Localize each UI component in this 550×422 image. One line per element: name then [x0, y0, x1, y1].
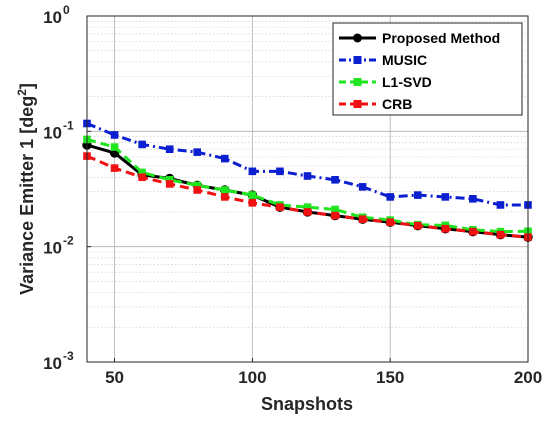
y-axis-label-superscript: 2 — [15, 89, 29, 96]
data-point — [138, 140, 146, 149]
y-tick-label-exponent: -3 — [63, 349, 74, 363]
x-tick-label: 200 — [514, 368, 542, 387]
y-axis-label-main: Variance Emitter 1 [deg — [17, 96, 37, 295]
y-axis-label: Variance Emitter 1 [deg2] — [15, 83, 37, 295]
data-point — [469, 227, 477, 236]
x-axis-ticks: 50 100 150 200 — [105, 358, 542, 387]
data-point — [221, 193, 229, 201]
data-point — [193, 186, 202, 194]
data-point — [221, 186, 229, 194]
y-tick-label: 10 — [43, 354, 62, 373]
data-point — [386, 218, 394, 226]
legend-label: L1-SVD — [382, 74, 432, 90]
data-point — [386, 193, 394, 201]
data-point — [331, 175, 339, 184]
y-tick-label-exponent: 0 — [63, 3, 70, 17]
data-point — [193, 148, 202, 156]
y-tick-label-base: 10 — [43, 239, 62, 258]
y-tick-label: 10 — [43, 239, 62, 258]
y-tick-label-base: 10 — [43, 123, 62, 142]
data-point — [413, 191, 422, 199]
y-tick-label-base: 10 — [43, 354, 62, 373]
data-point — [110, 131, 119, 139]
legend-marker — [353, 33, 362, 43]
legend-entry: L1-SVD — [339, 74, 432, 90]
data-point — [413, 221, 422, 230]
y-tick-label-base: 10 — [43, 8, 62, 27]
data-point — [496, 201, 505, 209]
y-tick-label-exponent: -2 — [63, 234, 74, 248]
data-point — [358, 183, 367, 191]
data-point — [110, 164, 119, 172]
legend-marker — [353, 100, 362, 108]
legend-marker — [353, 78, 362, 86]
data-point — [358, 215, 367, 224]
data-point — [165, 175, 174, 184]
x-axis-label: Snapshots — [261, 394, 353, 414]
legend-label: MUSIC — [382, 52, 427, 68]
y-tick-label: 10 — [43, 8, 62, 27]
data-point — [276, 203, 284, 211]
data-point — [303, 172, 312, 180]
data-point — [303, 203, 312, 211]
legend: Proposed Method MUSIC L1-SVD CRB — [332, 22, 523, 116]
x-tick-label: 150 — [376, 368, 404, 387]
y-tick-label-exponent: -1 — [63, 118, 74, 132]
data-point — [138, 173, 146, 182]
data-point — [276, 167, 284, 176]
data-point — [331, 211, 339, 220]
data-point — [331, 205, 339, 214]
data-point — [110, 143, 119, 151]
plot-frame — [86, 15, 529, 363]
legend-marker — [353, 56, 362, 64]
data-point — [469, 195, 477, 203]
data-point — [165, 180, 174, 188]
data-point — [496, 230, 505, 239]
y-tick-label: 10 — [43, 123, 62, 142]
data-point — [138, 168, 146, 177]
legend-label: CRB — [382, 96, 412, 112]
legend-entry: CRB — [339, 96, 412, 112]
data-point — [221, 154, 229, 163]
x-tick-label: 100 — [238, 368, 266, 387]
x-tick-label: 50 — [105, 368, 124, 387]
data-point — [303, 208, 312, 216]
data-point — [441, 224, 450, 233]
legend-entry: Proposed Method — [339, 30, 500, 46]
series-layer — [82, 119, 533, 242]
data-point — [193, 181, 202, 190]
series-music — [83, 119, 532, 209]
data-point — [248, 167, 257, 176]
legend-entry: MUSIC — [339, 52, 427, 68]
data-point — [165, 145, 174, 153]
data-point — [441, 193, 450, 201]
y-axis-label-end: ] — [17, 83, 37, 89]
legend-label: Proposed Method — [382, 30, 500, 46]
data-point — [248, 199, 257, 207]
data-point — [248, 191, 257, 199]
series-line — [86, 138, 529, 234]
